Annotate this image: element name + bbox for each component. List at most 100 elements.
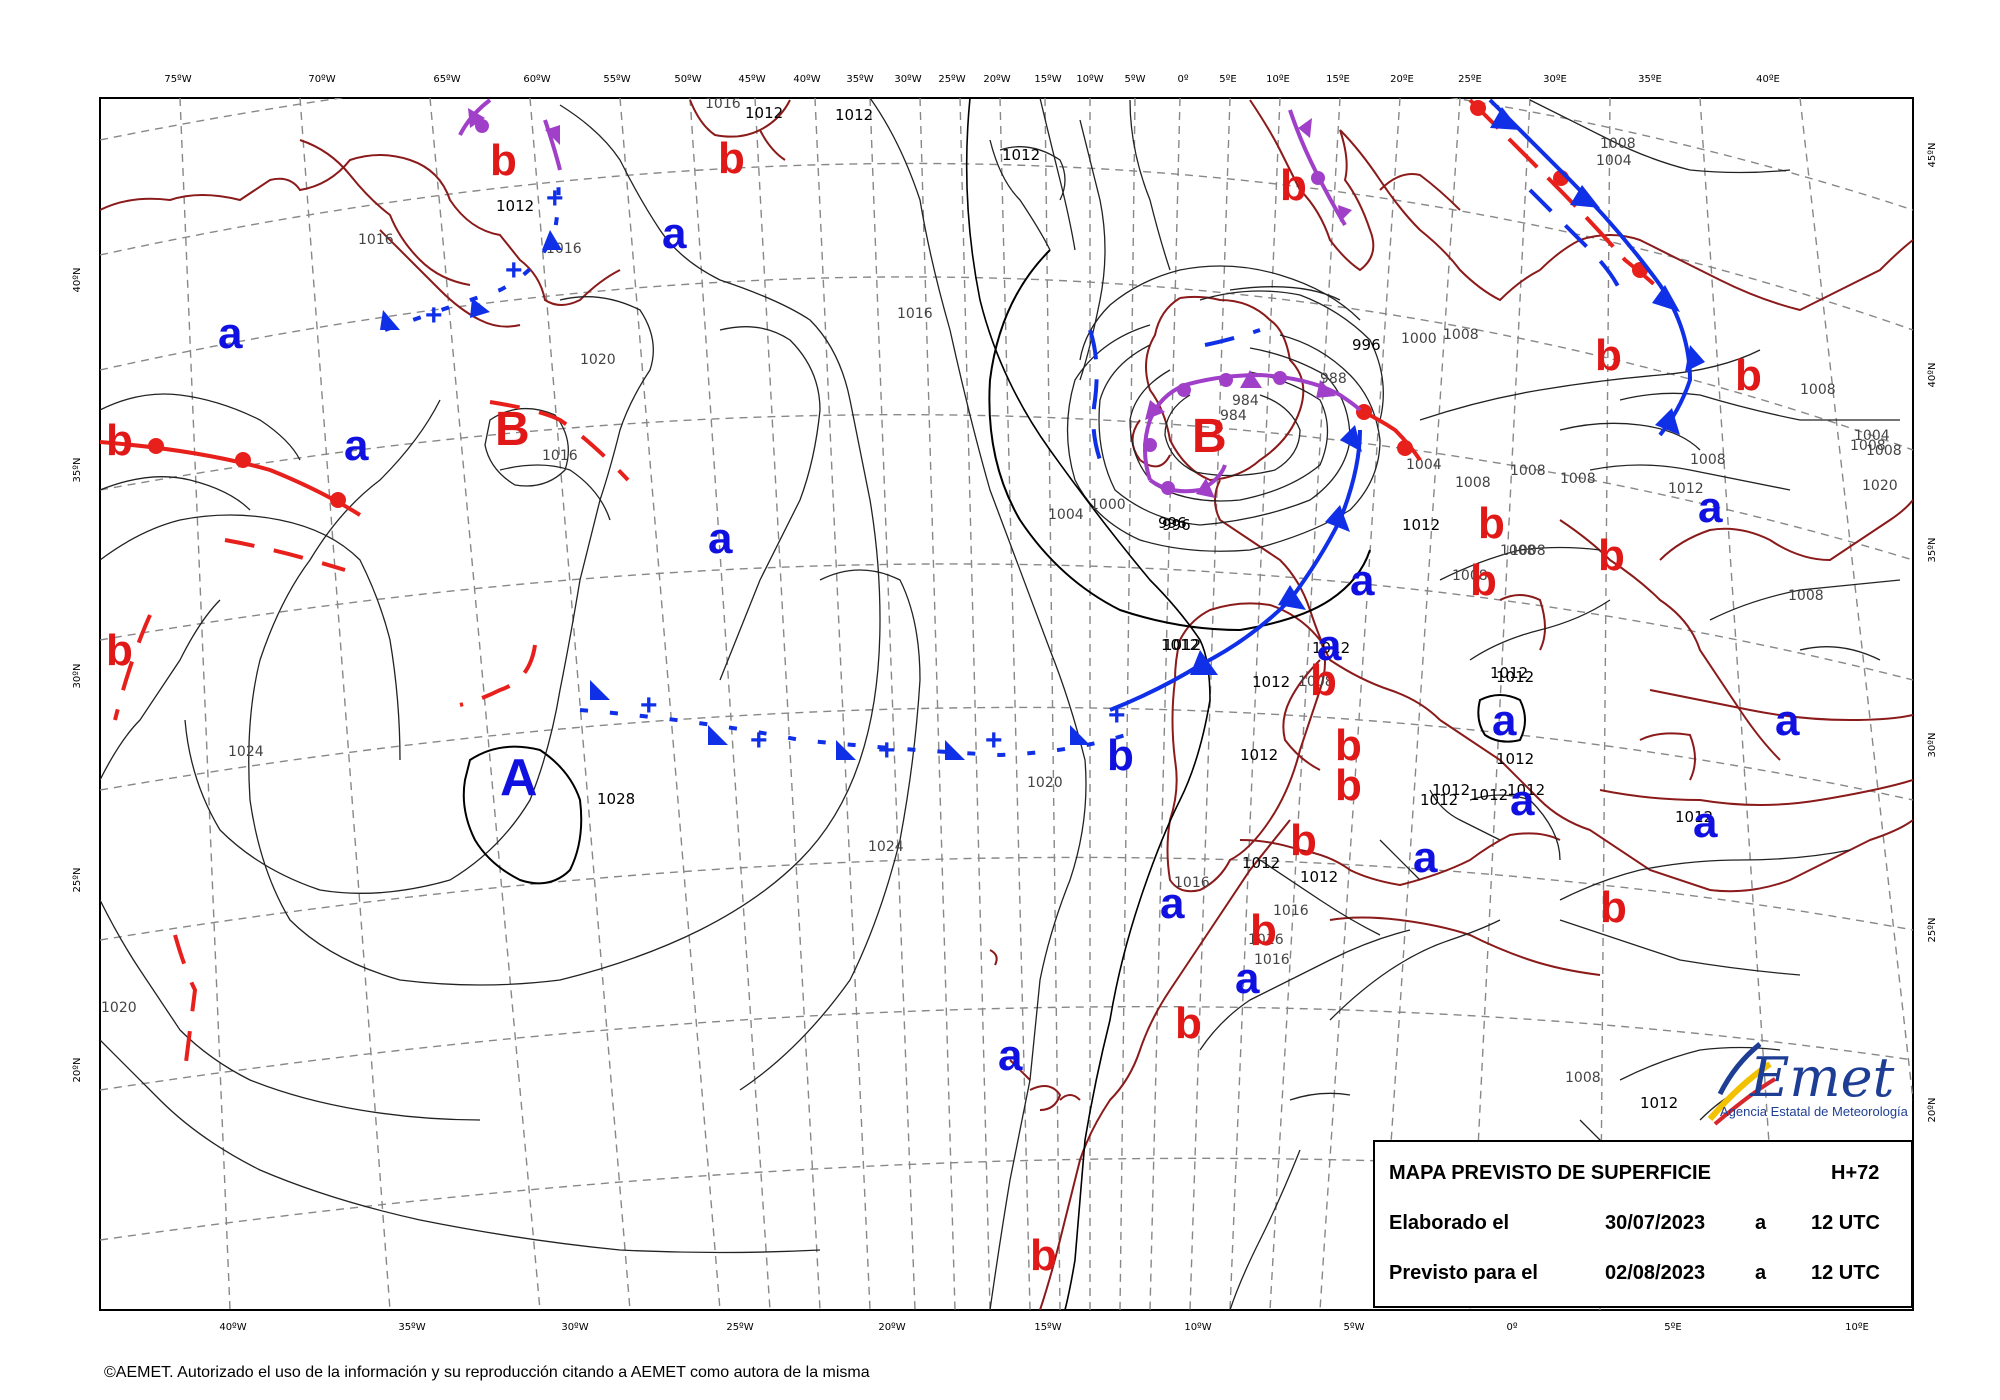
isobar-label: 1004 [1048, 507, 1084, 523]
low-label: b [1735, 351, 1762, 400]
isobar-label: 1012 [1240, 746, 1278, 764]
left-axis-tick: 40ºN [72, 268, 83, 293]
occluded-front-symbol [468, 108, 485, 128]
front-symbol [380, 310, 400, 330]
top-axis-tick: 75ºW [164, 74, 191, 85]
occluded-front-symbol [1240, 370, 1262, 388]
low-label: b [718, 134, 745, 183]
right-axis: 45ºN 40ºN 35ºN 30ºN 25ºN 20ºN [1927, 143, 1938, 1123]
occluded-front-symbol [545, 125, 560, 145]
isobar-label: 996 [1352, 336, 1381, 354]
previsto-time: 12 UTC [1811, 1262, 1880, 1284]
low-label: b [1175, 999, 1202, 1048]
front-plus: + [750, 724, 768, 757]
high-label: a [1317, 621, 1342, 670]
high-label: a [708, 514, 733, 563]
cold-front-symbol [1340, 425, 1362, 452]
high-label: a [1693, 798, 1718, 847]
isobar-label: 1012 [1507, 781, 1545, 799]
previsto-a: a [1755, 1262, 1767, 1284]
occluded-front-symbol [1145, 400, 1165, 420]
low-label: B [495, 403, 530, 456]
isobar-label: 1012 [1312, 639, 1350, 657]
left-axis-tick: 25ºN [72, 868, 83, 893]
warm-front-symbol [148, 438, 164, 454]
isobar-label: 1008 [1510, 543, 1546, 559]
occluded-front-symbol [1177, 383, 1191, 397]
forecast-info-box: MAPA PREVISTO DE SUPERFICIE H+72 Elabora… [1373, 1140, 1913, 1308]
cold-front-symbol [1190, 650, 1218, 675]
top-axis-tick: 60ºW [523, 74, 550, 85]
isobar-label: 1020 [1027, 775, 1063, 791]
right-axis-tick: 40ºN [1927, 363, 1938, 388]
aemet-logo: Emet Agencia Estatal de Meteorología [1680, 1024, 1912, 1134]
right-axis-tick: 45ºN [1927, 143, 1938, 168]
elaborado-date: 30/07/2023 [1605, 1212, 1706, 1234]
right-axis-tick: 25ºN [1927, 918, 1938, 943]
top-axis-tick: 70ºW [308, 74, 335, 85]
cold-front-symbol [1652, 285, 1680, 312]
isobars [100, 98, 1901, 1310]
left-axis-tick: 30ºN [72, 664, 83, 689]
high-label: a [1510, 776, 1535, 825]
bottom-axis-tick: 25ºW [726, 1322, 753, 1333]
top-axis-tick: 40ºW [793, 74, 820, 85]
isobar-label: 984 [1220, 408, 1247, 424]
isobar-label: 1012 [1242, 854, 1280, 872]
isobar-label: 1020 [580, 352, 616, 368]
high-label: a [1160, 879, 1185, 928]
high-label: a [1350, 556, 1375, 605]
isobar-label: 1008 [1600, 136, 1636, 152]
front-symbol [590, 680, 610, 700]
high-label: a [1413, 833, 1438, 882]
isobar-label: 1024 [868, 839, 904, 855]
cold-front-symbol [1570, 185, 1600, 208]
isobar-label: 1012 [1163, 636, 1201, 654]
top-axis-tick: 15ºE [1326, 74, 1350, 85]
isobar-label: 996 [1162, 516, 1191, 534]
isobar-labels: 1012 1012 1012 1012 1016 1016 1016 1016 … [101, 98, 1902, 1112]
occluded-front-symbol [1143, 438, 1157, 452]
front-plus: + [878, 734, 896, 767]
isobar-label: 1016 [1248, 932, 1284, 948]
low-label: b [1280, 161, 1307, 210]
fronts: + + + + + + + + [100, 98, 1705, 1071]
cold-front-upper [1088, 188, 1622, 461]
isobar-label: 1012 [835, 106, 873, 124]
isobar-label: 1012 [1002, 146, 1040, 164]
isobar-label: 1000 [1401, 331, 1437, 347]
isobar-label: 1008 [1850, 438, 1886, 454]
warm-front-symbol [1470, 100, 1486, 116]
left-axis: 40ºN 35ºN 30ºN 25ºN 20ºN [72, 268, 83, 1083]
bottom-axis: 40ºW 35ºW 30ºW 25ºW 20ºW 15ºW 10ºW 5ºW 0º 5ºE 10ºE [219, 1322, 1869, 1333]
top-axis-tick: 50ºW [674, 74, 701, 85]
low-label: b [106, 626, 133, 675]
isobar-label: 1008 [1443, 327, 1479, 343]
isobar-label: 1012 [1432, 781, 1470, 799]
isobar-label: 1008 [1866, 443, 1902, 459]
high-label: b [1107, 731, 1134, 780]
occluded-front [543, 119, 562, 171]
graticule [100, 98, 1913, 1310]
front-symbol [1070, 725, 1090, 745]
warm-front-symbol [235, 452, 251, 468]
high-label: a [1492, 696, 1517, 745]
bottom-axis-tick: 35ºW [398, 1322, 425, 1333]
bottom-axis-tick: 5ºW [1344, 1322, 1365, 1333]
isobar-label: 1012 [1640, 1094, 1678, 1112]
isobar-label: 1000 [1090, 497, 1126, 513]
left-axis-tick: 20ºN [72, 1058, 83, 1083]
top-axis-tick: 35ºW [846, 74, 873, 85]
front-symbol [470, 298, 490, 318]
isobar-label: 1008 [1452, 568, 1488, 584]
map-title: MAPA PREVISTO DE SUPERFICIE [1389, 1162, 1711, 1184]
right-axis-tick: 20ºN [1927, 1098, 1938, 1123]
low-label: b [1595, 331, 1622, 380]
isobar-label: 1012 [1300, 868, 1338, 886]
high-label: a [1235, 954, 1260, 1003]
top-axis-tick: 65ºW [433, 74, 460, 85]
high-label: a [662, 209, 687, 258]
low-label: b [1335, 721, 1362, 770]
top-axis-tick: 10ºE [1266, 74, 1290, 85]
